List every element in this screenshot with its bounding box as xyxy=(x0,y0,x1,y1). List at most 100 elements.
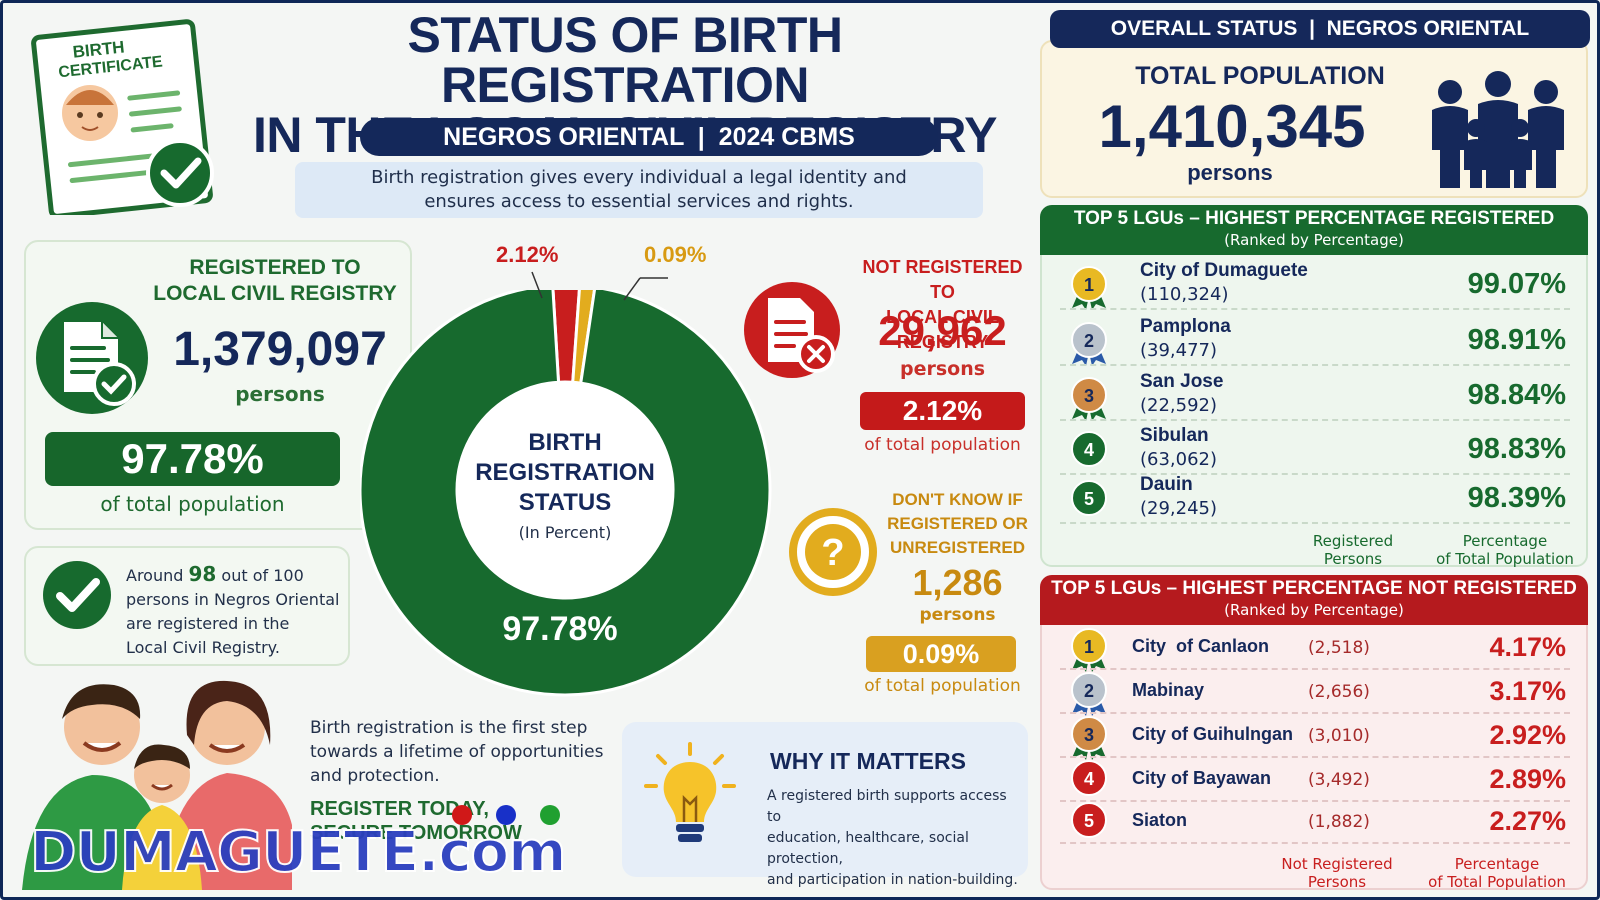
row-divider xyxy=(1060,668,1570,670)
why-it-matters-text: A registered birth supports access to ed… xyxy=(767,786,1025,891)
row-divider xyxy=(1060,522,1570,524)
family-illustration xyxy=(22,680,292,890)
lgu-count: (1,882) xyxy=(1308,812,1370,832)
top-registered-subtitle: (Ranked by Percentage) xyxy=(1224,231,1404,249)
intro-line-2: ensures access to essential services and… xyxy=(424,191,854,212)
registered-unit: persons xyxy=(235,382,325,406)
dont-know-count: 1,286 xyxy=(912,562,1003,603)
lgu-count: (39,477) xyxy=(1140,340,1218,361)
lightbulb-icon xyxy=(644,742,736,842)
why-it-matters-title: WHY IT MATTERS xyxy=(770,748,966,774)
bottom-message-line-3: and protection. xyxy=(310,766,440,786)
top-registered-row: 1 City of Dumaguete (110,324) 99.07% xyxy=(1060,258,1570,310)
lgu-percent: 98.84% xyxy=(1467,379,1566,411)
top-not-registered-row: 1 City of Canlaon (2,518) 4.17% xyxy=(1060,626,1570,672)
top-registered-foot-col1: Registered Persons xyxy=(1288,532,1418,568)
registered-document-icon xyxy=(36,302,148,414)
registered-title-line-2: LOCAL CIVIL REGISTRY xyxy=(153,282,397,305)
top-registered-foot-col2: Percentage of Total Population xyxy=(1420,532,1590,568)
rank-medal-icon: 3 xyxy=(1071,377,1107,421)
dont-know-percent-badge: 0.09% xyxy=(866,636,1016,672)
why-line-2: education, healthcare, social protection… xyxy=(767,830,969,867)
lgu-name: City of Guihulngan xyxy=(1132,724,1293,744)
top-registered-title: TOP 5 LGUs – HIGHEST PERCENTAGE REGISTER… xyxy=(1073,208,1555,229)
lgu-percent: 98.39% xyxy=(1467,482,1566,514)
foot-col2-line-1: Percentage xyxy=(1454,855,1540,873)
top-not-registered-row: 5 Siaton (1,882) 2.27% xyxy=(1060,800,1570,844)
question-mark-icon: ? xyxy=(789,508,877,596)
rank-number: 5 xyxy=(1084,489,1094,509)
not-registered-title: NOT REGISTERED TO LOCAL CIVIL REGISTRY xyxy=(850,255,1035,355)
not-registered-title-line-1: NOT REGISTERED TO xyxy=(862,257,1023,302)
lgu-percent: 4.17% xyxy=(1489,632,1566,662)
top-not-registered-header: TOP 5 LGUs – HIGHEST PERCENTAGE NOT REGI… xyxy=(1040,575,1588,625)
not-registered-count: 29,962 xyxy=(878,307,1007,354)
lgu-count: (2,518) xyxy=(1308,638,1370,658)
not-registered-percent-badge: 2.12% xyxy=(860,392,1025,430)
lgu-count: (22,592) xyxy=(1140,395,1218,416)
lgu-percent: 98.83% xyxy=(1467,433,1566,465)
bottom-message-line-1: Birth registration is the first step xyxy=(310,718,588,738)
family-icon xyxy=(1432,71,1564,188)
dont-know-title-line-2: REGISTERED OR xyxy=(887,514,1028,533)
bottom-message-line-2: towards a lifetime of opportunities xyxy=(310,742,604,762)
lgu-name: San Jose xyxy=(1140,371,1224,392)
foot-col1-line-2: Persons xyxy=(1323,550,1383,568)
lgu-count: (63,062) xyxy=(1140,449,1218,470)
overall-pill: OVERALL STATUS | NEGROS ORIENTAL xyxy=(1050,10,1590,48)
total-population-unit: persons xyxy=(1187,160,1273,185)
donut-center-subtitle: (In Percent) xyxy=(519,523,612,542)
donut-label-registered: 97.78% xyxy=(502,610,617,648)
row-divider xyxy=(1060,308,1570,310)
registered-title: REGISTERED TO LOCAL CIVIL REGISTRY xyxy=(140,255,410,307)
top-registered-row: 5 Dauin (29,245) 98.39% xyxy=(1060,472,1570,524)
lgu-percent: 99.07% xyxy=(1467,268,1566,300)
top-registered-row: 2 Pamplona (39,477) 98.91% xyxy=(1060,314,1570,366)
lgu-name: Dauin xyxy=(1140,474,1193,495)
donut-hole xyxy=(457,382,673,598)
registered-percent-badge: 97.78% xyxy=(45,432,340,486)
lgu-count: (2,656) xyxy=(1308,682,1370,702)
rank-medal-icon: 5 xyxy=(1071,480,1107,516)
dont-know-title-line-1: DON'T KNOW IF xyxy=(892,490,1023,509)
check-circle-icon xyxy=(43,561,111,629)
birth-certificate-icon: BIRTH CERTIFICATE xyxy=(31,19,214,215)
dont-know-title-line-3: UNREGISTERED xyxy=(889,538,1026,557)
fact-note-text: Around 98 out of 100 persons in Negros O… xyxy=(126,562,344,660)
lgu-percent: 2.27% xyxy=(1489,806,1566,836)
row-divider xyxy=(1060,419,1570,421)
not-registered-document-icon xyxy=(744,282,840,378)
lgu-percent: 3.17% xyxy=(1489,676,1566,706)
lgu-name: City of Bayawan xyxy=(1132,768,1272,788)
registered-percent-note: of total population xyxy=(100,492,285,516)
foot-col2-line-2: of Total Population xyxy=(1428,873,1566,891)
lgu-name: City of Dumaguete xyxy=(1140,260,1308,281)
birth-registration-donut-chart: BIRTH REGISTRATION STATUS (In Percent) 9… xyxy=(360,290,772,697)
rank-number: 2 xyxy=(1084,331,1094,351)
rank-number: 2 xyxy=(1084,681,1094,701)
rank-medal-icon: 1 xyxy=(1071,628,1107,672)
watermark-dots xyxy=(452,805,560,825)
svg-text:?: ? xyxy=(821,532,844,574)
dont-know-percent-note: of total population xyxy=(864,676,1021,696)
row-divider xyxy=(1060,800,1570,802)
rank-number: 5 xyxy=(1084,811,1094,831)
rank-number: 3 xyxy=(1084,386,1094,406)
lgu-percent: 98.91% xyxy=(1467,324,1566,356)
top-not-registered-panel xyxy=(1040,575,1588,890)
rank-medal-icon: 4 xyxy=(1071,431,1107,467)
rank-number: 1 xyxy=(1084,637,1094,657)
note-line-3: are registered in the xyxy=(126,614,290,633)
why-line-1: A registered birth supports access to xyxy=(767,788,1007,825)
intro-line-1: Birth registration gives every individua… xyxy=(371,167,907,188)
top-registered-panel xyxy=(1040,205,1588,567)
not-registered-unit: persons xyxy=(899,358,986,380)
foot-col2-line-2: of Total Population xyxy=(1436,550,1574,568)
dont-know-title: DON'T KNOW IF REGISTERED OR UNREGISTERED xyxy=(880,488,1035,560)
region-year-pill: NEGROS ORIENTAL | 2024 CBMS xyxy=(360,118,938,156)
rank-medal-icon: 2 xyxy=(1071,672,1107,716)
donut-center-title-2: REGISTRATION xyxy=(475,459,655,486)
registered-count: 1,379,097 xyxy=(173,323,387,376)
rank-number: 1 xyxy=(1084,275,1094,295)
